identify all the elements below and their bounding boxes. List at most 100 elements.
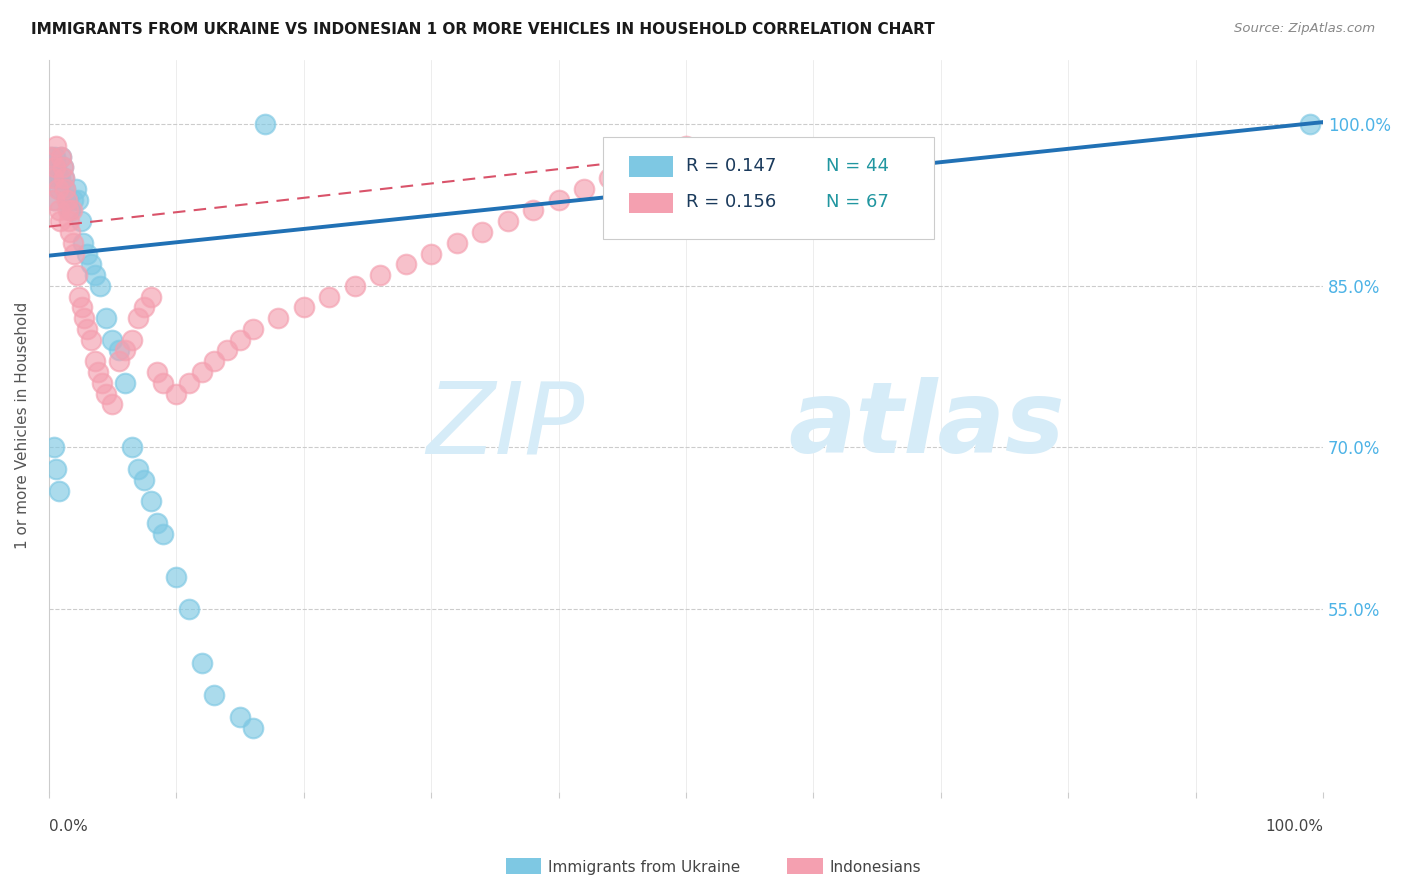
Text: R = 0.147: R = 0.147: [686, 157, 776, 175]
Point: [48, 483, 70, 498]
Point: [46, 182, 69, 196]
Point: [292, 301, 315, 315]
Point: [48, 203, 70, 218]
Point: [204, 688, 226, 702]
Point: [368, 268, 391, 282]
Point: [76, 246, 98, 260]
Point: [44, 150, 66, 164]
Text: IMMIGRANTS FROM UKRAINE VS INDONESIAN 1 OR MORE VEHICLES IN HOUSEHOLD CORRELATIO: IMMIGRANTS FROM UKRAINE VS INDONESIAN 1 …: [31, 22, 935, 37]
Point: [46, 171, 69, 186]
Point: [45, 462, 67, 476]
Point: [67, 290, 90, 304]
Point: [165, 386, 187, 401]
Point: [471, 225, 494, 239]
Text: N = 44: N = 44: [827, 157, 889, 175]
Point: [446, 235, 468, 250]
Point: [134, 473, 156, 487]
FancyBboxPatch shape: [628, 156, 673, 177]
Point: [52, 161, 75, 175]
Text: Indonesians: Indonesians: [830, 860, 921, 874]
Point: [67, 193, 90, 207]
Point: [42, 441, 65, 455]
Point: [56, 193, 79, 207]
Point: [80, 333, 103, 347]
Y-axis label: 1 or more Vehicles in Household: 1 or more Vehicles in Household: [15, 302, 30, 549]
Point: [242, 322, 264, 336]
Point: [343, 278, 366, 293]
Point: [776, 193, 799, 207]
Point: [700, 161, 723, 175]
Point: [522, 203, 544, 218]
Point: [62, 193, 84, 207]
Point: [254, 117, 277, 131]
Text: 100.0%: 100.0%: [1265, 819, 1323, 834]
Point: [42, 193, 65, 207]
Point: [53, 171, 76, 186]
Point: [420, 246, 443, 260]
Point: [121, 441, 143, 455]
Text: ZIP: ZIP: [426, 377, 583, 475]
Point: [91, 376, 114, 390]
Point: [146, 516, 169, 530]
Point: [190, 656, 212, 670]
Point: [675, 138, 697, 153]
Point: [127, 462, 149, 476]
Point: [624, 161, 647, 175]
Point: [267, 311, 290, 326]
Point: [177, 602, 200, 616]
Point: [66, 268, 89, 282]
Point: [108, 343, 131, 358]
Point: [127, 311, 149, 326]
Point: [39, 150, 62, 164]
Point: [94, 311, 117, 326]
Point: [114, 343, 136, 358]
Point: [52, 161, 75, 175]
Point: [547, 193, 569, 207]
Point: [152, 526, 174, 541]
Point: [51, 150, 73, 164]
Point: [53, 171, 76, 186]
Point: [48, 182, 70, 196]
Point: [76, 322, 98, 336]
Point: [139, 494, 162, 508]
Point: [101, 333, 124, 347]
Point: [725, 171, 748, 186]
Point: [803, 203, 825, 218]
Point: [55, 193, 77, 207]
Point: [65, 182, 87, 196]
FancyBboxPatch shape: [628, 193, 673, 213]
Text: Source: ZipAtlas.com: Source: ZipAtlas.com: [1234, 22, 1375, 36]
Point: [49, 171, 72, 186]
Point: [394, 257, 416, 271]
Text: R = 0.156: R = 0.156: [686, 194, 776, 211]
Point: [177, 376, 200, 390]
Point: [572, 182, 595, 196]
Point: [190, 365, 212, 379]
Point: [58, 214, 80, 228]
Point: [94, 386, 117, 401]
Point: [73, 311, 96, 326]
Point: [114, 376, 136, 390]
Point: [44, 161, 66, 175]
Text: N = 67: N = 67: [827, 194, 889, 211]
Point: [56, 203, 79, 218]
Point: [42, 193, 65, 207]
Point: [152, 376, 174, 390]
Point: [108, 354, 131, 368]
Point: [63, 246, 86, 260]
Point: [49, 214, 72, 228]
Point: [89, 278, 111, 293]
Point: [242, 721, 264, 735]
Point: [51, 150, 73, 164]
Point: [39, 150, 62, 164]
Point: [60, 203, 83, 218]
Point: [751, 182, 773, 196]
Point: [598, 171, 620, 186]
Point: [83, 354, 105, 368]
Point: [41, 171, 63, 186]
Point: [204, 354, 226, 368]
Point: [53, 182, 76, 196]
Point: [87, 365, 110, 379]
Point: [217, 343, 239, 358]
Point: [165, 570, 187, 584]
